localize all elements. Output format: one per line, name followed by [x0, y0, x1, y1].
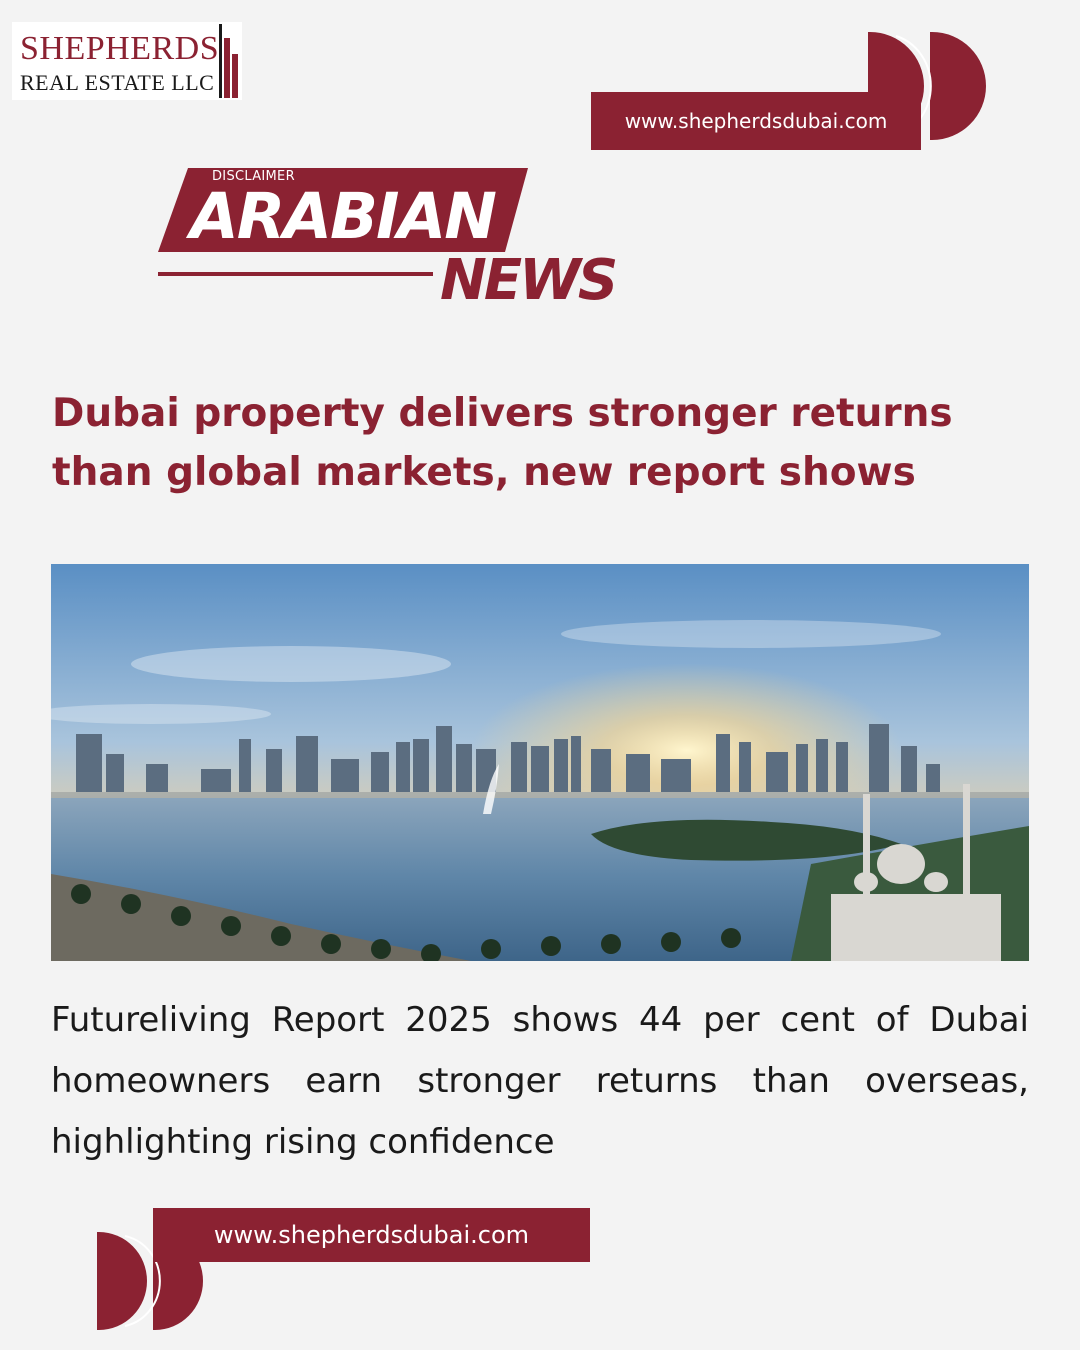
city-skyline-photo [51, 564, 1029, 961]
masthead-subtitle: NEWS [440, 248, 618, 313]
article-headline: Dubai property delivers stronger returns… [52, 391, 953, 495]
masthead-disclaimer: DISCLAIMER [212, 169, 295, 184]
masthead-banner [158, 168, 528, 276]
logo-name: SHEPHERDS [20, 30, 220, 67]
article-summary: Futureliving Report 2025 shows 44 per ce… [51, 1000, 1029, 1162]
website-link[interactable]: www.shepherdsdubai.com [153, 1208, 590, 1262]
logo-building-icon [219, 24, 238, 98]
logo-tagline: REAL ESTATE LLC [20, 70, 215, 95]
company-logo: SHEPHERDS REAL ESTATE LLC [12, 22, 242, 100]
website-link[interactable]: www.shepherdsdubai.com [591, 92, 921, 150]
masthead-title: ARABIAN [190, 180, 497, 253]
